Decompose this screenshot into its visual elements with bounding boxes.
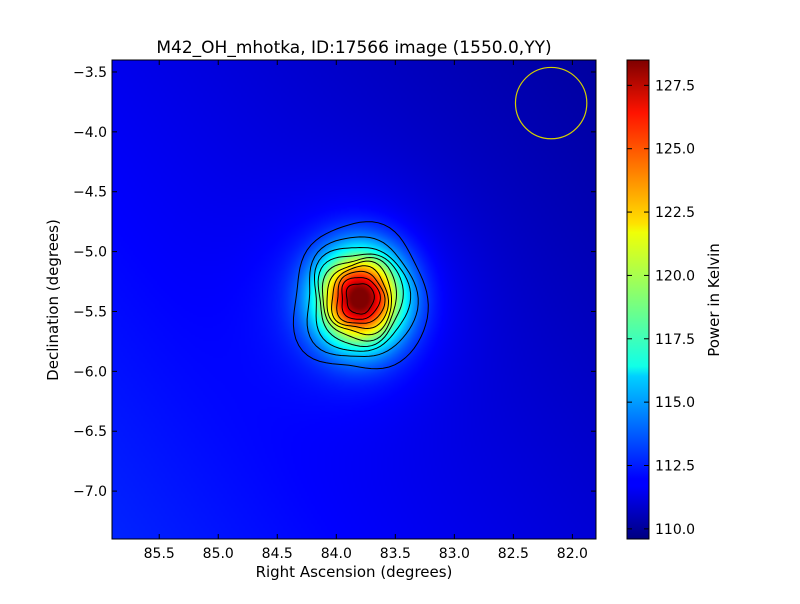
colorbar-tick-label: 115.0 bbox=[655, 395, 695, 411]
colorbar-scale bbox=[626, 59, 650, 540]
x-tick-label: 83.5 bbox=[380, 546, 411, 562]
x-tick-label: 85.0 bbox=[203, 546, 234, 562]
plot-area bbox=[112, 60, 596, 539]
colorbar-tick-label: 127.5 bbox=[655, 78, 695, 94]
y-axis-label: Declination (degrees) bbox=[44, 219, 62, 381]
x-axis-ticks: 85.5 85.0 84.5 84.0 83.5 83.0 82.5 82.0 bbox=[144, 60, 588, 562]
x-tick-label: 84.0 bbox=[321, 546, 352, 562]
colorbar-tick-label: 122.5 bbox=[655, 205, 695, 221]
contour-line bbox=[314, 246, 412, 352]
contour-line bbox=[321, 256, 398, 342]
colorbar-tick-label: 120.0 bbox=[655, 268, 695, 284]
contour-line bbox=[306, 236, 419, 358]
colorbar-tick-label: 110.0 bbox=[655, 522, 695, 538]
beam-marker bbox=[514, 66, 588, 140]
y-tick-label: −7.0 bbox=[73, 484, 107, 500]
y-tick-label: −5.5 bbox=[73, 304, 107, 320]
contour-line bbox=[331, 265, 390, 330]
y-axis-ticks: −3.5 −4.0 −4.5 −5.0 −5.5 −6.0 −6.5 −7.0 bbox=[73, 65, 596, 500]
y-tick-label: −6.0 bbox=[73, 364, 107, 380]
y-tick-label: −6.5 bbox=[73, 424, 107, 440]
contour-lines bbox=[292, 66, 588, 370]
colorbar-tick-label: 125.0 bbox=[655, 142, 695, 158]
colorbar-label: Power in Kelvin bbox=[705, 243, 723, 357]
colorbar-tick-label: 117.5 bbox=[655, 332, 695, 348]
colorbar: 110.0 112.5 115.0 117.5 120.0 122.5 125.0 127.5… bbox=[626, 59, 723, 540]
x-axis-label: Right Ascension (degrees) bbox=[256, 563, 453, 581]
heatmap-image bbox=[112, 60, 596, 539]
colorbar-ticks: 110.0 112.5 115.0 117.5 120.0 122.5 125.0 127.5 bbox=[627, 78, 695, 538]
contour-line bbox=[292, 221, 429, 370]
x-tick-label: 82.0 bbox=[557, 546, 588, 562]
contour-line bbox=[317, 253, 404, 348]
chart-title: M42_OH_mhotka, ID:17566 image (1550.0,YY… bbox=[156, 38, 551, 58]
contour-line bbox=[341, 277, 381, 320]
contour-line bbox=[326, 260, 392, 336]
plot-frame bbox=[111, 59, 597, 540]
colorbar-tick-label: 112.5 bbox=[655, 459, 695, 475]
x-tick-label: 82.5 bbox=[498, 546, 529, 562]
y-tick-label: −4.5 bbox=[73, 185, 107, 201]
x-tick-label: 85.5 bbox=[144, 546, 175, 562]
x-tick-label: 83.0 bbox=[439, 546, 470, 562]
y-tick-label: −5.0 bbox=[73, 245, 107, 261]
x-tick-label: 84.5 bbox=[262, 546, 293, 562]
contour-line bbox=[336, 270, 386, 324]
y-tick-label: −3.5 bbox=[73, 65, 107, 81]
y-tick-label: −4.0 bbox=[73, 125, 107, 141]
contour-line bbox=[345, 283, 375, 315]
